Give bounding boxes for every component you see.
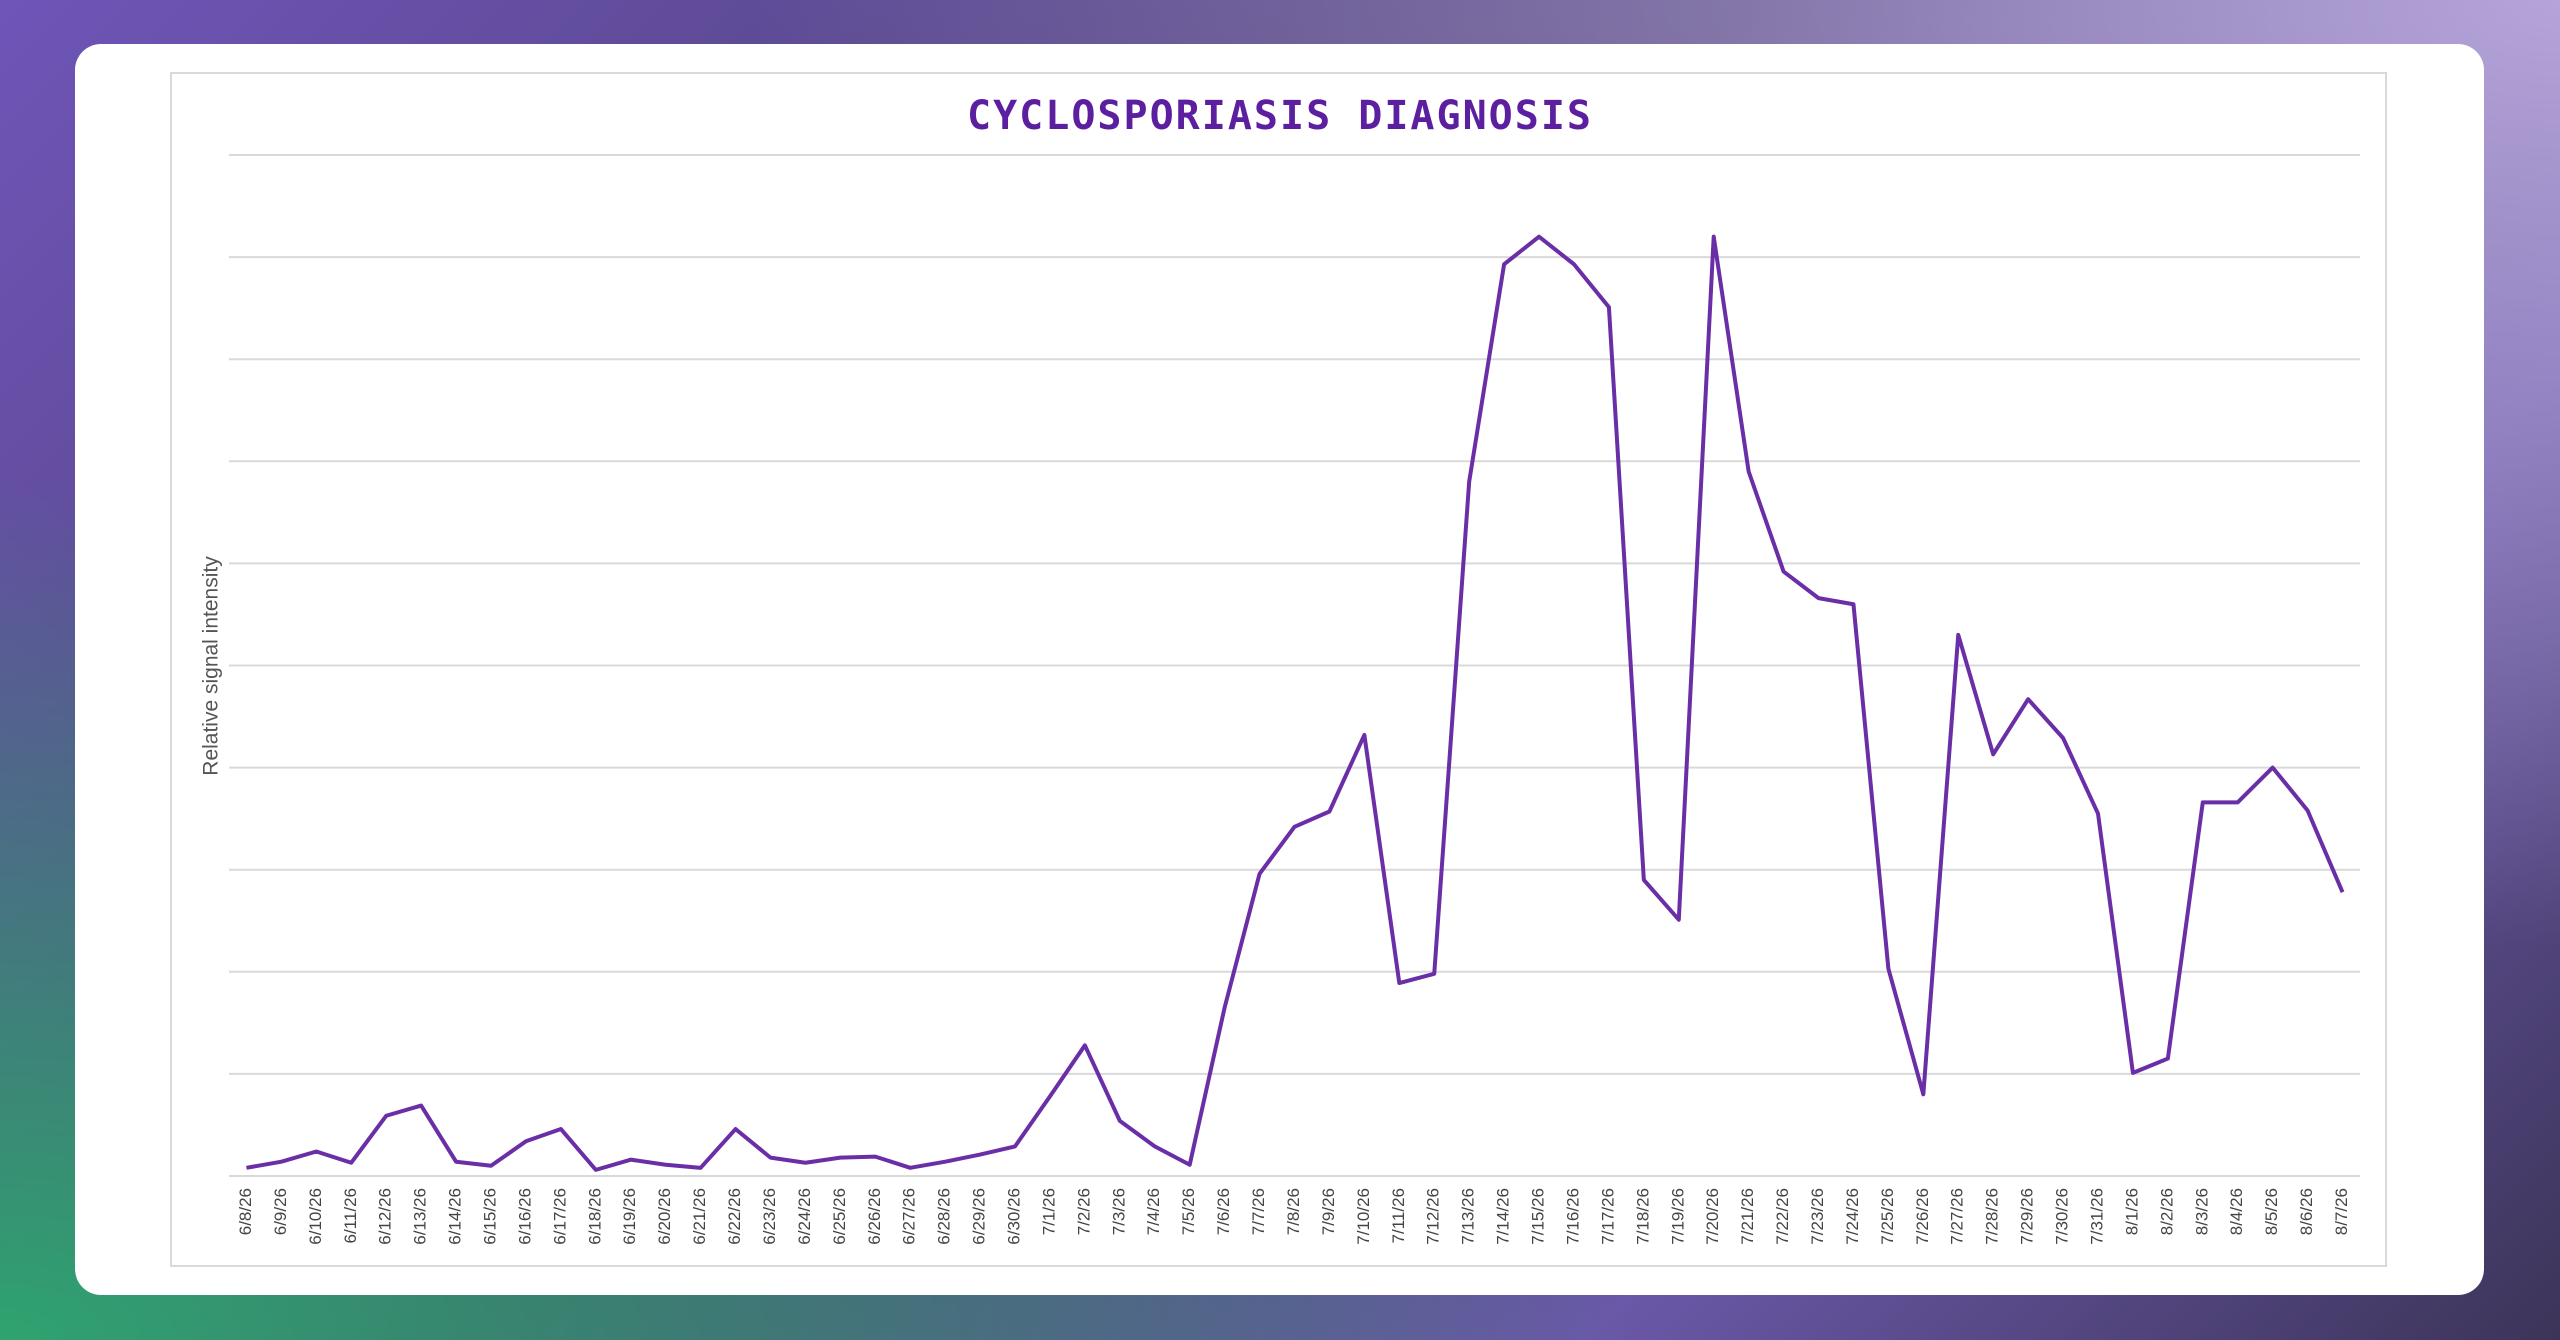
x-tick-label: 6/14/26 <box>446 1188 465 1245</box>
x-tick-label: 7/31/26 <box>2087 1188 2106 1245</box>
x-tick-label: 7/9/26 <box>1319 1188 1338 1235</box>
x-tick-label: 7/11/26 <box>1389 1188 1408 1243</box>
x-tick-label: 6/15/26 <box>480 1188 499 1245</box>
x-tick-label: 7/10/26 <box>1354 1188 1373 1245</box>
x-tick-label: 7/21/26 <box>1738 1188 1757 1245</box>
x-tick-label: 7/4/26 <box>1144 1188 1163 1235</box>
x-tick-label: 6/10/26 <box>306 1188 325 1245</box>
x-tick-label: 7/2/26 <box>1074 1188 1093 1235</box>
x-tick-label: 8/5/26 <box>2262 1188 2281 1235</box>
x-tick-label: 8/3/26 <box>2192 1188 2211 1235</box>
x-tick-label: 6/24/26 <box>795 1188 814 1245</box>
x-tick-label: 6/11/26 <box>341 1188 360 1243</box>
x-tick-label: 7/15/26 <box>1529 1188 1548 1245</box>
x-tick-label: 6/28/26 <box>935 1188 954 1245</box>
x-tick-label: 7/5/26 <box>1179 1188 1198 1235</box>
x-tick-label: 7/24/26 <box>1843 1188 1862 1245</box>
x-tick-label: 6/29/26 <box>970 1188 989 1245</box>
x-tick-label: 6/26/26 <box>865 1188 884 1245</box>
x-tick-label: 6/22/26 <box>725 1188 744 1245</box>
x-tick-label: 7/17/26 <box>1598 1188 1617 1245</box>
chart-title: CYCLOSPORIASIS DIAGNOSIS <box>967 93 1593 139</box>
chart-border <box>170 72 2387 1267</box>
x-tick-label: 7/19/26 <box>1668 1188 1687 1245</box>
x-tick-label: 7/23/26 <box>1808 1188 1827 1245</box>
x-tick-label: 7/1/26 <box>1039 1188 1058 1235</box>
x-tick-label: 7/22/26 <box>1773 1188 1792 1245</box>
x-tick-label: 8/1/26 <box>2122 1188 2141 1235</box>
x-tick-label: 7/6/26 <box>1214 1188 1233 1235</box>
x-tick-label: 7/16/26 <box>1563 1188 1582 1245</box>
x-tick-label: 7/28/26 <box>1983 1188 2002 1245</box>
x-tick-label: 8/7/26 <box>2332 1188 2351 1235</box>
x-tick-label: 7/18/26 <box>1633 1188 1652 1245</box>
x-tick-label: 7/26/26 <box>1913 1188 1932 1245</box>
y-axis-label: Relative signal intensity <box>200 556 223 776</box>
x-tick-label: 7/7/26 <box>1249 1188 1268 1235</box>
x-tick-label: 7/8/26 <box>1284 1188 1303 1235</box>
x-tick-label: 7/30/26 <box>2053 1188 2072 1245</box>
x-tick-label: 6/21/26 <box>690 1188 709 1245</box>
x-tick-label: 6/16/26 <box>515 1188 534 1245</box>
x-tick-label: 6/30/26 <box>1005 1188 1024 1245</box>
data-line <box>246 234 2345 1172</box>
x-tick-label: 6/12/26 <box>376 1188 395 1245</box>
x-tick-label: 7/12/26 <box>1424 1188 1443 1245</box>
x-tick-label: 6/19/26 <box>620 1188 639 1245</box>
x-tick-label: 7/25/26 <box>1878 1188 1897 1245</box>
x-tick-label: 6/18/26 <box>585 1188 604 1245</box>
x-tick-label: 7/20/26 <box>1703 1188 1722 1245</box>
x-tick-label: 7/27/26 <box>1948 1188 1967 1245</box>
x-tick-label: 6/23/26 <box>760 1188 779 1245</box>
x-tick-label: 8/4/26 <box>2227 1188 2246 1235</box>
x-tick-label: 6/8/26 <box>236 1188 255 1235</box>
x-tick-label: 8/6/26 <box>2297 1188 2316 1235</box>
x-tick-label: 7/14/26 <box>1494 1188 1513 1245</box>
card <box>75 44 2484 1295</box>
x-tick-label: 6/17/26 <box>550 1188 569 1245</box>
x-tick-label: 6/9/26 <box>271 1188 290 1235</box>
x-tick-label: 7/29/26 <box>2018 1188 2037 1245</box>
x-tick-label: 8/2/26 <box>2157 1188 2176 1235</box>
x-tick-label: 6/13/26 <box>411 1188 430 1245</box>
x-tick-label: 7/3/26 <box>1109 1188 1128 1235</box>
x-tick-label: 7/13/26 <box>1459 1188 1478 1245</box>
x-tick-label: 6/27/26 <box>900 1188 919 1245</box>
x-tick-label: 6/20/26 <box>655 1188 674 1245</box>
x-tick-label: 6/25/26 <box>830 1188 849 1245</box>
